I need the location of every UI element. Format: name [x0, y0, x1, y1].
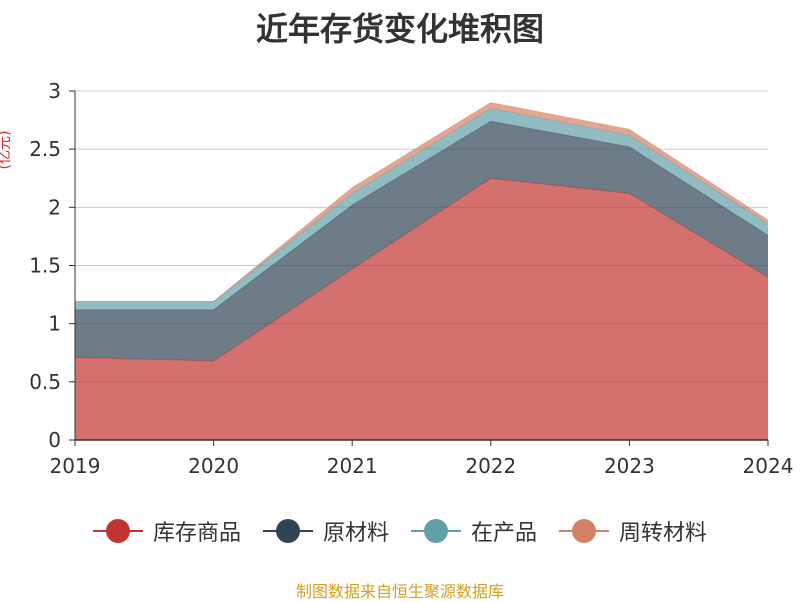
y-tick-label: 3	[48, 79, 61, 103]
legend-swatch-icon	[92, 519, 143, 543]
legend-item-3[interactable]: 在产品	[411, 515, 537, 547]
area-series	[74, 102, 769, 441]
y-tick-label: 1	[48, 312, 61, 336]
area-series-line-4	[75, 102, 769, 303]
y-tick-label: 2	[48, 195, 61, 219]
x-tick-label: 2020	[188, 454, 239, 478]
axes	[69, 90, 769, 446]
x-tick-label: 2023	[604, 454, 655, 478]
x-tick-label: 2024	[743, 454, 794, 478]
legend-item-4[interactable]: 周转材料	[559, 515, 707, 547]
tick-labels: 0 0.5 1 1.5 2 2.5 3 2019 2020 2021 2022 2023 2024	[29, 79, 793, 478]
chart-title: 近年存货变化堆积图	[255, 10, 544, 48]
legend-label: 在产品	[471, 521, 538, 546]
area-series-2	[75, 121, 768, 361]
legend-item-1[interactable]: 库存商品	[92, 515, 241, 547]
y-tick-label: 0.5	[29, 370, 61, 394]
legend-label: 周转材料	[619, 521, 708, 546]
legend-swatch-icon	[262, 519, 313, 543]
legend-label: 库存商品	[152, 521, 241, 546]
x-tick-label: 2019	[50, 454, 101, 478]
legend-swatch-icon	[559, 519, 610, 543]
x-tick-label: 2021	[327, 454, 378, 478]
y-tick-label: 0	[48, 428, 61, 452]
legend-swatch-icon	[411, 519, 461, 543]
x-tick-label: 2022	[465, 454, 516, 478]
data-source-note: 制图数据来自恒生聚源数据库	[295, 582, 504, 601]
y-tick-label: 1.5	[29, 254, 61, 278]
legend-label: 原材料	[322, 521, 389, 546]
y-tick-label: 2.5	[29, 137, 61, 161]
legend-item-2[interactable]: 原材料	[262, 515, 389, 547]
area-series-1	[75, 178, 768, 441]
legend: 库存商品 原材料 在产品 周转材料	[0, 515, 800, 547]
